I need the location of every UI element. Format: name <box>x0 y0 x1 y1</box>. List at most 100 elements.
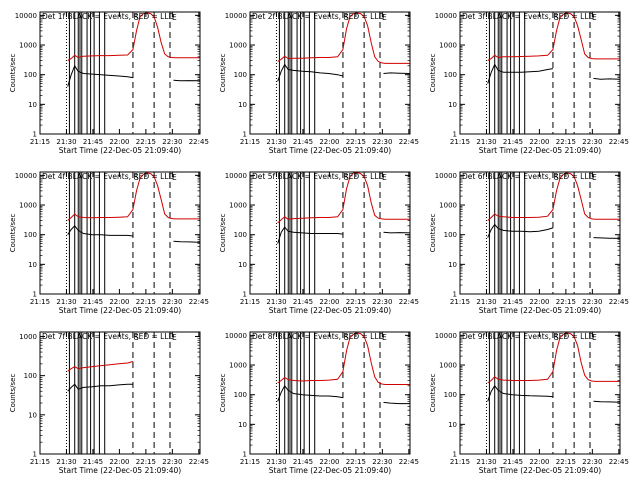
panel-6: 1 10 100 1000 10000 21:15 21:30 21:45 22:00 22:15… <box>429 171 629 315</box>
panel-title: Det 8f BLACK = Events, RED = LLD <box>252 332 385 341</box>
x-tick-label: 21:45 <box>83 298 103 306</box>
x-tick-label: 22:30 <box>582 458 602 466</box>
events-series-line <box>593 77 621 80</box>
start-mark-label: S <box>554 173 559 182</box>
events-series-line <box>487 223 554 238</box>
start-mark-label: S <box>554 13 559 22</box>
y-tick-label: 10 <box>28 261 37 269</box>
y-tick-label: 1000 <box>19 42 37 50</box>
y-tick-label: 10000 <box>435 12 457 20</box>
events-series-line <box>593 237 621 239</box>
plot-frame <box>459 331 621 455</box>
x-tick-label: 22:00 <box>319 298 339 306</box>
x-tick-label: 22:30 <box>372 458 392 466</box>
y-axis-label: Counts/sec <box>9 214 17 253</box>
panel-title: Det 9f BLACK = Events, RED = LLD <box>462 332 595 341</box>
x-tick-label: 21:30 <box>266 138 286 146</box>
y-axis-label: Counts/sec <box>219 54 227 93</box>
lld-series-line <box>277 332 410 385</box>
x-tick-label: 22:30 <box>582 298 602 306</box>
x-tick-label: 21:15 <box>30 458 50 466</box>
panel-title: Det 6f BLACK = Events, RED = LLD <box>462 172 595 181</box>
x-tick-label: 22:30 <box>162 458 182 466</box>
panel-title: Det 5f BLACK = Events, RED = LLD <box>252 172 385 181</box>
y-tick-label: 1 <box>33 451 37 459</box>
x-tick-label: 22:30 <box>372 298 392 306</box>
start-mark-label: S <box>554 333 559 342</box>
events-series-line <box>487 384 553 402</box>
events-series-line <box>173 79 201 82</box>
events-series-line <box>593 400 621 403</box>
panel-title: Det 1f BLACK = Events, RED = LLD <box>42 12 175 21</box>
start-mark-label: S <box>344 13 349 22</box>
x-tick-label: 21:15 <box>30 138 50 146</box>
x-tick-label: 21:45 <box>83 458 103 466</box>
lld-series-line <box>487 172 620 221</box>
y-tick-label: 1 <box>33 131 37 139</box>
y-tick-label: 10 <box>238 421 247 429</box>
y-tick-label: 100 <box>24 231 37 239</box>
y-tick-label: 10 <box>28 411 37 419</box>
panel-1: 1 10 100 1000 10000 21:15 21:30 21:45 22:00 22:15… <box>9 11 209 155</box>
y-tick-label: 100 <box>234 391 247 399</box>
y-tick-label: 1000 <box>229 42 247 50</box>
plot-frame <box>249 171 411 295</box>
x-tick-label: 22:45 <box>189 138 209 146</box>
y-tick-label: 1 <box>453 291 457 299</box>
lld-series-line <box>67 361 134 372</box>
x-tick-label: 21:15 <box>30 298 50 306</box>
x-tick-label: 21:45 <box>293 298 313 306</box>
y-tick-label: 100 <box>24 71 37 79</box>
y-tick-label: 1 <box>453 131 457 139</box>
x-axis-label: Start Time (22-Dec-05 21:09:40) <box>479 306 601 315</box>
start-mark-label: S <box>344 173 349 182</box>
x-tick-label: 22:45 <box>609 298 629 306</box>
end-mark-label: E <box>592 173 597 182</box>
x-tick-label: 22:15 <box>136 458 156 466</box>
x-tick-label: 22:00 <box>109 458 129 466</box>
y-tick-label: 10000 <box>15 172 37 180</box>
x-tick-label: 21:15 <box>450 458 470 466</box>
x-tick-label: 21:15 <box>450 298 470 306</box>
x-tick-label: 22:15 <box>556 138 576 146</box>
panel-title: Det 2f BLACK = Events, RED = LLD <box>252 12 385 21</box>
end-mark-label: E <box>592 333 597 342</box>
panel-title: Det 4f BLACK = Events, RED = LLD <box>42 172 175 181</box>
events-series-line <box>383 231 411 234</box>
x-tick-label: 22:15 <box>346 298 366 306</box>
x-tick-label: 21:30 <box>266 458 286 466</box>
end-mark-label: E <box>172 173 177 182</box>
y-axis-label: Counts/sec <box>429 214 437 253</box>
x-axis-label: Start Time (22-Dec-05 21:09:40) <box>269 146 391 155</box>
x-tick-label: 21:45 <box>503 138 523 146</box>
lld-series-line <box>277 171 410 224</box>
events-series-line <box>277 63 344 82</box>
x-tick-label: 22:30 <box>372 138 392 146</box>
x-tick-label: 22:15 <box>136 138 156 146</box>
x-tick-label: 21:15 <box>450 138 470 146</box>
x-tick-label: 22:15 <box>346 458 366 466</box>
end-mark-label: E <box>172 333 177 342</box>
panel-title: Det 7f BLACK = Events, RED = LLD <box>42 332 175 341</box>
y-axis-label: Counts/sec <box>429 54 437 93</box>
x-tick-label: 21:45 <box>293 138 313 146</box>
panel-3: 1 10 100 1000 10000 21:15 21:30 21:45 22:00 22:15… <box>429 11 629 155</box>
y-tick-label: 1 <box>453 451 457 459</box>
x-tick-label: 22:45 <box>399 298 419 306</box>
x-axis-label: Start Time (22-Dec-05 21:09:40) <box>479 466 601 475</box>
x-tick-label: 22:00 <box>529 298 549 306</box>
y-tick-label: 10000 <box>435 172 457 180</box>
y-tick-label: 1000 <box>439 42 457 50</box>
x-tick-label: 22:30 <box>582 138 602 146</box>
x-axis-label: Start Time (22-Dec-05 21:09:40) <box>59 466 181 475</box>
y-tick-label: 10000 <box>435 332 457 340</box>
x-tick-label: 21:30 <box>56 458 76 466</box>
end-mark-label: E <box>382 13 387 22</box>
lld-series-line <box>487 12 620 61</box>
x-tick-label: 22:45 <box>399 458 419 466</box>
y-tick-label: 1 <box>243 131 247 139</box>
x-tick-label: 21:45 <box>83 138 103 146</box>
x-tick-label: 21:15 <box>240 458 260 466</box>
start-mark-label: S <box>134 13 139 22</box>
end-mark-label: E <box>382 333 387 342</box>
